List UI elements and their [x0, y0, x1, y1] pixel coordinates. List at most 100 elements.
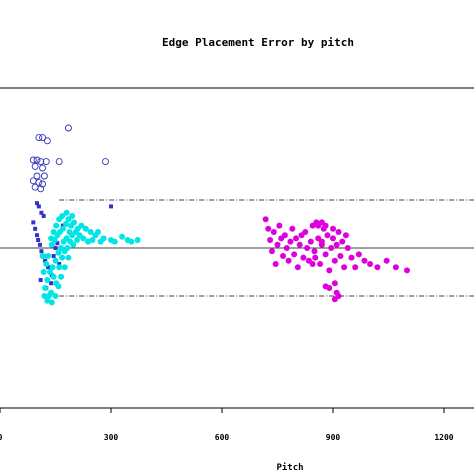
data-point-s2-32 — [71, 219, 77, 226]
data-point-s1-8 — [37, 242, 42, 247]
reference-lines — [0, 199, 474, 297]
data-point-s0-8 — [55, 158, 63, 166]
data-point-s2-23 — [62, 221, 69, 227]
x-tick-label-1: 300 — [104, 433, 119, 442]
data-point-s0-1 — [39, 134, 46, 142]
data-point-s0-3 — [64, 124, 72, 132]
data-point-s0-10 — [39, 164, 46, 172]
data-point-s3-34 — [326, 267, 333, 274]
data-point-s3-15 — [291, 251, 298, 258]
data-point-s1-4 — [31, 220, 36, 225]
data-point-s0-17 — [31, 183, 39, 191]
data-point-s2-39 — [82, 225, 89, 232]
data-point-s2-54 — [63, 209, 70, 216]
data-point-s2-68 — [65, 254, 72, 261]
data-point-s3-0 — [262, 216, 269, 223]
data-point-s2-56 — [56, 216, 63, 223]
data-point-s3-33 — [324, 232, 331, 239]
data-point-s3-9 — [280, 253, 287, 259]
data-point-s3-4 — [270, 229, 277, 235]
data-point-s0-15 — [35, 178, 43, 186]
data-point-s2-0 — [39, 253, 46, 259]
data-point-s2-12 — [52, 257, 59, 264]
data-point-s1-20 — [60, 223, 65, 228]
data-point-s1-9 — [39, 249, 44, 254]
data-point-s2-57 — [53, 222, 60, 229]
data-point-s2-42 — [89, 237, 96, 243]
data-point-s0-5 — [33, 156, 41, 164]
data-point-s2-19 — [59, 254, 66, 261]
data-point-s2-53 — [69, 213, 76, 219]
data-point-s3-60 — [322, 283, 329, 290]
data-point-s2-58 — [50, 229, 57, 235]
data-point-s3-44 — [344, 245, 351, 251]
data-point-s2-6 — [46, 269, 53, 275]
data-point-s3-45 — [348, 254, 355, 261]
data-point-s3-37 — [331, 257, 338, 264]
data-point-s3-26 — [311, 248, 318, 255]
data-point-s0-11 — [33, 172, 41, 180]
data-point-s3-20 — [300, 254, 307, 261]
x-axis: 0 300 600 900 1200 — [0, 408, 454, 442]
data-point-s0-9 — [31, 162, 39, 170]
data-point-s1-18 — [57, 262, 62, 266]
data-point-s3-52 — [392, 264, 399, 271]
data-point-s1-15 — [51, 254, 56, 258]
data-point-s2-31 — [70, 241, 77, 248]
x-tick-label-3: 900 — [326, 433, 341, 442]
data-point-s0-13 — [101, 158, 109, 166]
data-point-s0-4 — [29, 156, 37, 164]
data-point-s1-12 — [46, 265, 51, 270]
data-point-s2-52 — [134, 237, 141, 243]
data-point-s2-41 — [87, 229, 94, 235]
data-point-s2-1 — [40, 269, 47, 275]
data-point-s2-8 — [48, 241, 55, 248]
data-point-s2-16 — [56, 264, 63, 271]
data-point-s3-46 — [352, 264, 359, 271]
plot-area-frame — [0, 87, 474, 409]
data-point-s3-7 — [276, 222, 283, 229]
data-point-s3-63 — [331, 296, 338, 303]
data-point-s3-16 — [293, 235, 299, 242]
data-point-s3-47 — [355, 251, 362, 258]
data-point-s1-6 — [35, 233, 39, 238]
data-point-s2-59 — [48, 235, 55, 242]
data-point-s3-66 — [309, 261, 316, 267]
data-point-s3-22 — [304, 245, 311, 251]
data-point-s3-50 — [374, 264, 381, 271]
x-tick-label-4: 1200 — [434, 433, 453, 442]
data-point-s2-37 — [78, 222, 85, 229]
data-point-s3-17 — [294, 264, 301, 271]
data-point-s0-0 — [35, 134, 43, 142]
data-point-s2-46 — [100, 235, 107, 242]
data-point-s1-11 — [43, 258, 48, 263]
data-point-s0-14 — [29, 177, 37, 185]
data-point-s2-38 — [80, 235, 87, 242]
data-point-s3-38 — [333, 241, 340, 248]
data-point-s3-21 — [302, 229, 309, 235]
data-point-s0-16 — [39, 180, 46, 188]
data-point-s2-64 — [41, 293, 48, 299]
data-point-s1-23 — [49, 281, 54, 286]
data-point-s1-1 — [36, 204, 41, 209]
data-point-s3-41 — [339, 238, 346, 245]
data-point-s2-65 — [55, 283, 62, 290]
data-point-s3-3 — [268, 248, 275, 255]
data-point-s1-5 — [33, 226, 38, 231]
data-point-s3-39 — [335, 229, 342, 235]
data-point-s1-7 — [36, 238, 41, 242]
x-tick-label-2: 600 — [215, 433, 230, 442]
data-point-s3-29 — [317, 261, 324, 267]
data-point-s3-58 — [331, 280, 338, 287]
data-point-s3-13 — [287, 238, 294, 245]
data-point-s3-18 — [296, 241, 303, 248]
data-point-s3-56 — [322, 222, 329, 229]
data-point-s2-15 — [55, 249, 62, 256]
data-point-s2-62 — [48, 299, 55, 306]
data-point-s2-3 — [43, 261, 50, 267]
data-point-s3-6 — [274, 241, 281, 248]
data-point-s3-12 — [285, 257, 292, 264]
data-point-s3-32 — [322, 251, 329, 258]
data-point-s2-34 — [73, 237, 80, 243]
